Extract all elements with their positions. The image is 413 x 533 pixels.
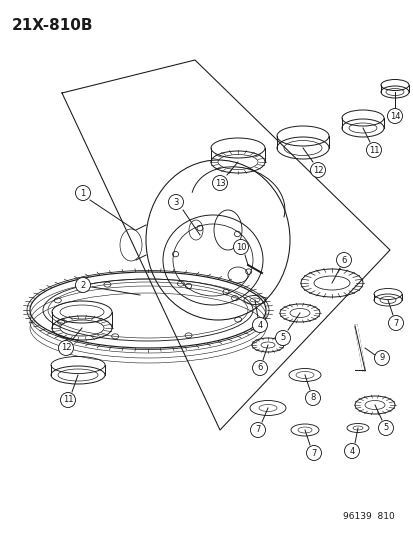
Text: 3: 3 — [173, 198, 178, 206]
Circle shape — [387, 316, 403, 330]
Circle shape — [75, 278, 90, 293]
Circle shape — [344, 443, 358, 458]
Text: 1: 1 — [80, 189, 85, 198]
Text: 12: 12 — [312, 166, 323, 174]
Circle shape — [306, 446, 321, 461]
Circle shape — [212, 175, 227, 190]
Text: 10: 10 — [235, 243, 246, 252]
Text: 21X-810B: 21X-810B — [12, 18, 93, 33]
Circle shape — [168, 195, 183, 209]
Circle shape — [305, 391, 320, 406]
Text: 11: 11 — [63, 395, 73, 405]
Circle shape — [275, 330, 290, 345]
Text: 6: 6 — [340, 255, 346, 264]
Circle shape — [252, 318, 267, 333]
Text: 6: 6 — [257, 364, 262, 373]
Text: 12: 12 — [61, 343, 71, 352]
Circle shape — [252, 360, 267, 376]
Circle shape — [387, 109, 401, 124]
Text: 4: 4 — [349, 447, 354, 456]
Text: 7: 7 — [311, 448, 316, 457]
Text: 96139  810: 96139 810 — [342, 512, 394, 521]
Circle shape — [366, 142, 380, 157]
Circle shape — [58, 341, 74, 356]
Circle shape — [336, 253, 351, 268]
Text: 5: 5 — [280, 334, 285, 343]
Circle shape — [233, 239, 248, 254]
Text: 2: 2 — [80, 280, 85, 289]
Text: 13: 13 — [214, 179, 225, 188]
Text: 8: 8 — [310, 393, 315, 402]
Circle shape — [60, 392, 75, 408]
Text: 14: 14 — [389, 111, 399, 120]
Text: 7: 7 — [392, 319, 398, 327]
Text: 4: 4 — [257, 320, 262, 329]
Circle shape — [310, 163, 325, 177]
Text: 9: 9 — [378, 353, 384, 362]
Circle shape — [377, 421, 392, 435]
Text: 11: 11 — [368, 146, 378, 155]
Circle shape — [374, 351, 389, 366]
Text: 5: 5 — [382, 424, 388, 432]
Circle shape — [250, 423, 265, 438]
Text: 7: 7 — [255, 425, 260, 434]
Circle shape — [75, 185, 90, 200]
